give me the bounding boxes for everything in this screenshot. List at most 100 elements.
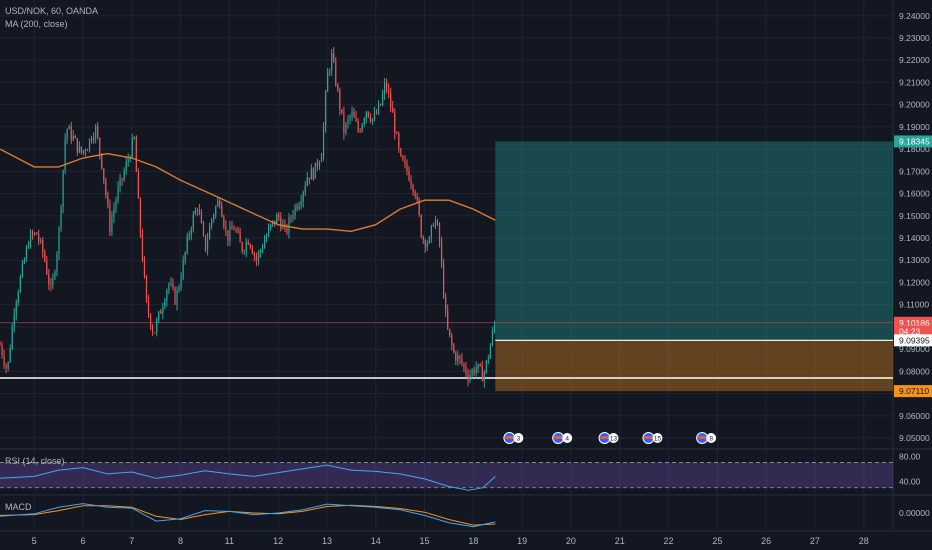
price-label: 9.10186 [899, 318, 930, 328]
candle-body [296, 205, 298, 209]
candle-body [371, 118, 373, 122]
candle-body [174, 287, 176, 305]
candle-body [105, 180, 107, 196]
candle-body [113, 208, 115, 218]
candle-body [223, 216, 225, 227]
candle-body [375, 113, 378, 115]
candle-body [404, 160, 406, 163]
candle-body [206, 239, 209, 250]
candle-body [107, 195, 109, 206]
candle-body [147, 300, 150, 315]
candle-body [13, 314, 15, 326]
candle-body [125, 162, 127, 172]
ma-legend[interactable]: MA (200, close) [5, 19, 68, 29]
candle-body [180, 278, 182, 287]
candle-body [139, 198, 142, 234]
event-badge [706, 433, 717, 443]
candle-body [186, 236, 188, 253]
candle-body [243, 251, 245, 253]
candle-body [229, 226, 231, 241]
rsi-tick-label: 80.00 [899, 451, 921, 461]
price-tick-label: 9.16000 [899, 189, 930, 199]
candle-body [479, 364, 481, 366]
candle-body [457, 355, 459, 361]
candle-body [363, 118, 365, 125]
candle-body [361, 124, 363, 132]
candle-body [373, 113, 376, 119]
candle-body [459, 355, 461, 359]
candle-body [316, 162, 319, 167]
candle-body [467, 374, 469, 381]
price-tick-label: 9.20000 [899, 100, 930, 110]
candle-body [351, 111, 353, 117]
candle-body [355, 117, 357, 122]
candle-body [188, 234, 190, 237]
candle-body [33, 232, 36, 235]
time-tick-label: 20 [566, 536, 576, 546]
candle-body [487, 358, 489, 361]
time-tick-label: 14 [371, 536, 381, 546]
candle-body [21, 262, 23, 277]
rsi-legend[interactable]: RSI (14, close) [5, 456, 65, 466]
candle-body [322, 126, 325, 157]
candle-body [3, 355, 5, 366]
candle-body [398, 133, 400, 149]
time-tick-label: 7 [129, 536, 134, 546]
candle-body [333, 52, 335, 62]
candle-body [31, 232, 34, 235]
time-tick-label: 21 [615, 536, 625, 546]
candle-body [17, 292, 19, 303]
time-tick-label: 12 [273, 536, 283, 546]
candle-body [72, 135, 74, 140]
candle-body [402, 155, 404, 161]
candle-body [127, 159, 129, 163]
candle-body [241, 242, 243, 252]
candle-body [290, 217, 292, 219]
candle-body [274, 220, 276, 224]
candle-body [27, 247, 30, 249]
candle-body [170, 283, 172, 285]
candle-body [249, 244, 251, 248]
candle-body [152, 326, 154, 333]
candle-body [320, 156, 323, 163]
candle-body [123, 171, 125, 180]
candle-body [219, 200, 221, 206]
candle-body [184, 252, 186, 261]
candle-body [237, 230, 239, 233]
candle-body [11, 325, 13, 349]
candle-body [160, 311, 162, 314]
candle-body [149, 314, 152, 327]
candle-body [432, 225, 435, 227]
candle-body [172, 283, 174, 288]
symbol-legend[interactable]: USD/NOK, 60, OANDA [5, 6, 99, 16]
candle-body [377, 103, 380, 114]
candle-body [68, 126, 70, 130]
candle-body [247, 241, 249, 245]
time-tick-label: 25 [712, 536, 722, 546]
candle-body [390, 93, 392, 108]
candle-body [60, 206, 62, 228]
candle-body [406, 162, 408, 171]
candle-body [310, 168, 312, 180]
macd-legend[interactable]: MACD [5, 502, 32, 512]
candle-body [286, 225, 288, 233]
time-tick-label: 11 [225, 536, 234, 546]
candle-body [115, 199, 117, 209]
candle-body [455, 352, 457, 361]
candle-body [280, 217, 282, 229]
candle-body [190, 228, 192, 235]
candle-body [302, 191, 304, 202]
candle-body [7, 361, 9, 369]
event-badge-count: 3 [517, 436, 521, 443]
candle-body [92, 137, 95, 141]
candle-body [233, 229, 235, 231]
candle-body [168, 283, 170, 290]
candle-body [294, 205, 296, 216]
time-tick-label: 26 [761, 536, 771, 546]
candle-body [353, 111, 355, 118]
candle-body [198, 210, 201, 213]
candle-body [253, 253, 255, 256]
candle-body [483, 371, 485, 382]
